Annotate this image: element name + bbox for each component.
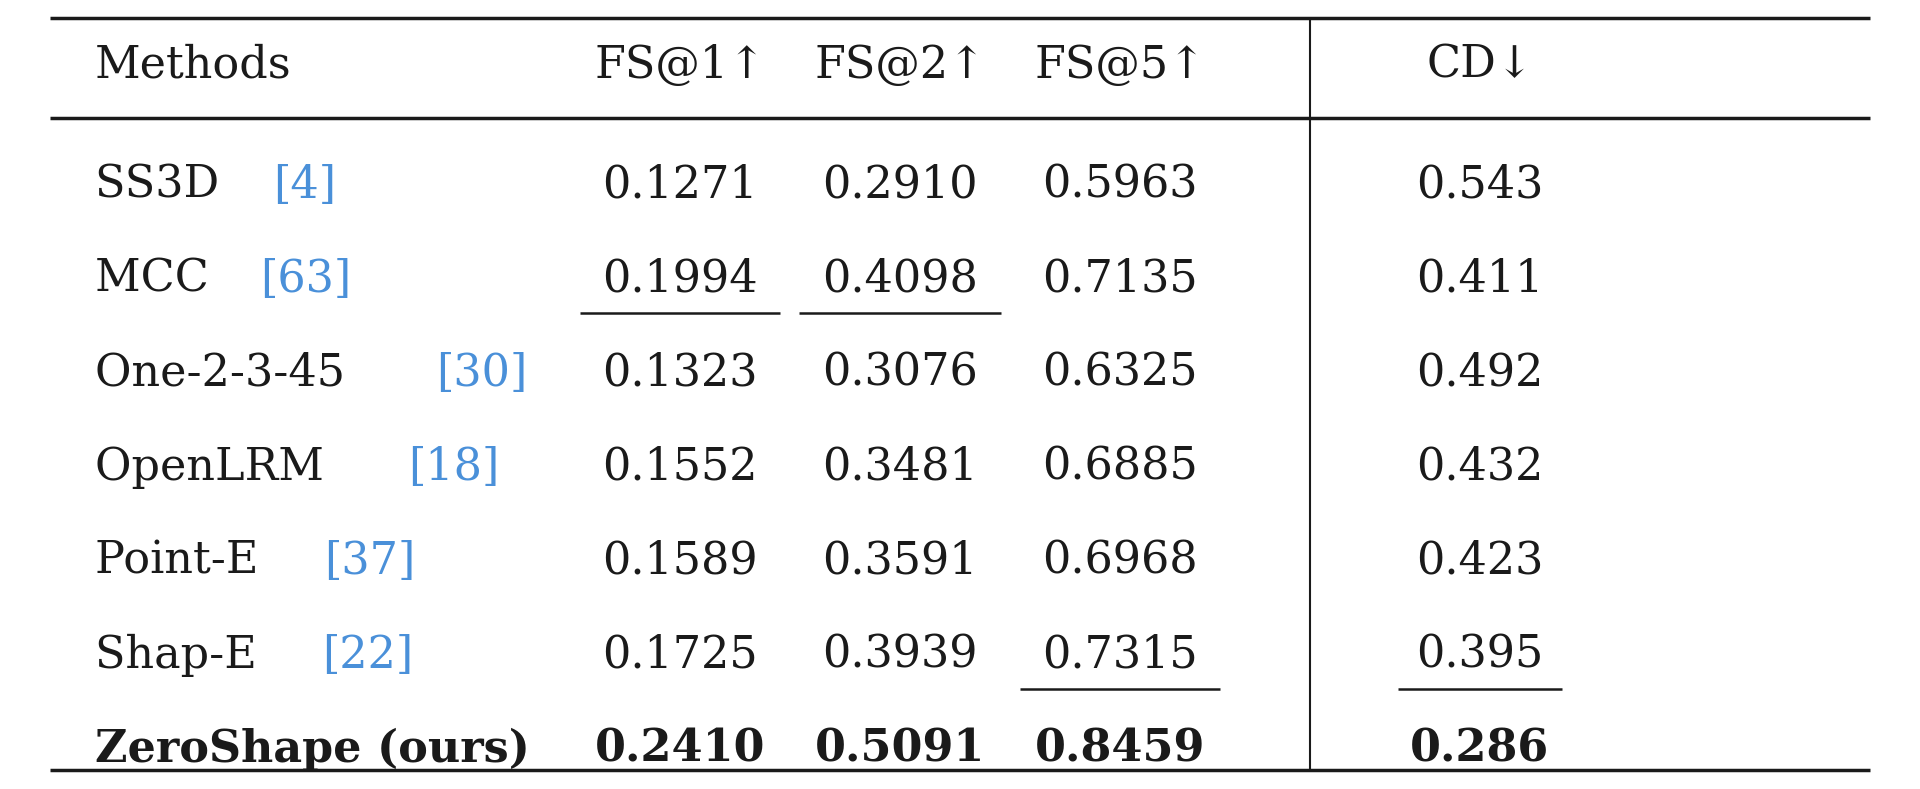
Text: [18]: [18]	[409, 446, 499, 488]
Text: 0.3591: 0.3591	[822, 540, 977, 582]
Text: 0.395: 0.395	[1417, 634, 1544, 677]
Text: FS@5↑: FS@5↑	[1035, 43, 1206, 87]
Text: 0.1725: 0.1725	[603, 634, 758, 677]
Text: 0.2910: 0.2910	[822, 163, 977, 207]
Text: 0.6968: 0.6968	[1043, 540, 1198, 582]
Text: 0.286: 0.286	[1411, 727, 1549, 771]
Text: 0.3939: 0.3939	[822, 634, 977, 677]
Text: 0.1994: 0.1994	[603, 257, 758, 301]
Text: Shap-E: Shap-E	[94, 634, 271, 677]
Text: [4]: [4]	[273, 163, 336, 207]
Text: SS3D: SS3D	[94, 163, 234, 207]
Text: 0.1271: 0.1271	[603, 163, 758, 207]
Text: 0.411: 0.411	[1417, 257, 1544, 301]
Text: 0.2410: 0.2410	[595, 727, 766, 771]
Text: 0.543: 0.543	[1417, 163, 1544, 207]
Text: 0.1323: 0.1323	[603, 351, 758, 394]
Text: FS@1↑: FS@1↑	[595, 43, 766, 87]
Text: 0.423: 0.423	[1417, 540, 1544, 582]
Text: One-2-3-45: One-2-3-45	[94, 351, 359, 394]
Text: CD↓: CD↓	[1427, 43, 1534, 87]
Text: MCC: MCC	[94, 257, 223, 301]
Text: 0.1589: 0.1589	[603, 540, 758, 582]
Text: 0.4098: 0.4098	[822, 257, 977, 301]
Text: 0.5963: 0.5963	[1043, 163, 1198, 207]
Text: [30]: [30]	[436, 351, 528, 394]
Text: 0.432: 0.432	[1417, 446, 1544, 488]
Text: 0.5091: 0.5091	[814, 727, 985, 771]
Text: Methods: Methods	[94, 43, 292, 87]
Text: 0.3481: 0.3481	[822, 446, 977, 488]
Text: FS@2↑: FS@2↑	[814, 43, 985, 87]
Text: ZeroShape (ours): ZeroShape (ours)	[94, 727, 530, 771]
Text: OpenLRM: OpenLRM	[94, 446, 338, 488]
Text: 0.3076: 0.3076	[822, 351, 977, 394]
Text: [37]: [37]	[324, 540, 415, 582]
Text: 0.492: 0.492	[1417, 351, 1544, 394]
Text: 0.7135: 0.7135	[1043, 257, 1198, 301]
Text: 0.7315: 0.7315	[1043, 634, 1198, 677]
Text: [63]: [63]	[261, 257, 351, 301]
Text: 0.1552: 0.1552	[603, 446, 758, 488]
Text: 0.6885: 0.6885	[1043, 446, 1198, 488]
Text: 0.8459: 0.8459	[1035, 727, 1206, 771]
Text: [22]: [22]	[323, 634, 413, 677]
Text: Point-E: Point-E	[94, 540, 273, 582]
Text: 0.6325: 0.6325	[1043, 351, 1198, 394]
